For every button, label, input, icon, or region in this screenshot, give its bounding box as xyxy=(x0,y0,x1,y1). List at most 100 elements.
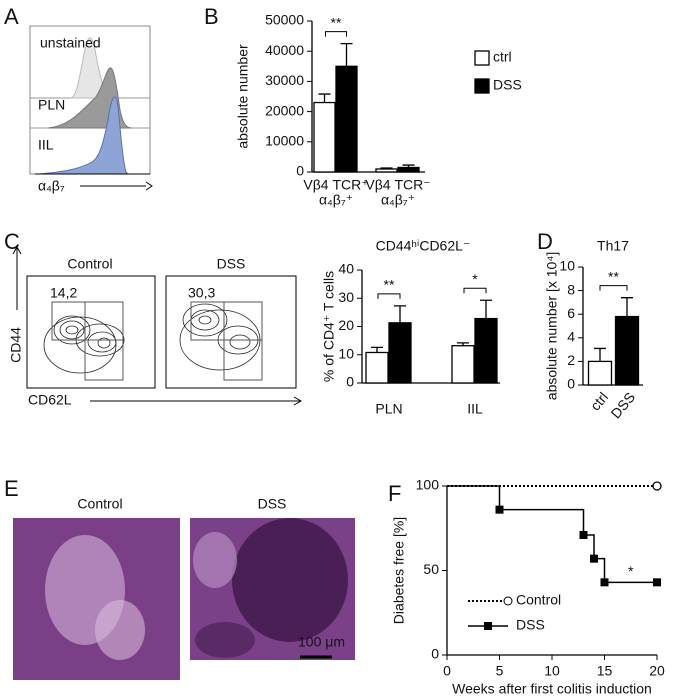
legend-swatch xyxy=(474,50,490,66)
significance: ** xyxy=(608,268,619,284)
marker xyxy=(495,505,504,514)
significance-bracket xyxy=(463,287,487,294)
y-tick-label: 50000 xyxy=(265,12,304,28)
significance: * xyxy=(472,271,478,287)
significance: ** xyxy=(331,14,342,30)
significance-bracket xyxy=(599,285,628,291)
legend-label: ctrl xyxy=(493,49,512,65)
axis-label: CD44 xyxy=(8,327,24,363)
error-bar xyxy=(340,43,353,67)
x-axis-label: Weeks after first colitis induction xyxy=(452,681,652,697)
error-bar xyxy=(380,167,393,169)
y-tick-label: 4 xyxy=(567,329,575,345)
y-tick-label: 0 xyxy=(567,376,575,392)
y-tick-label: 10000 xyxy=(265,133,304,149)
marker xyxy=(579,531,588,540)
panel-letter: B xyxy=(204,4,219,29)
y-axis-label: Diabetes free [%] xyxy=(391,517,407,624)
legend-label: DSS xyxy=(516,617,545,633)
x-tick-label: IIL xyxy=(467,401,483,417)
group-label: DSS xyxy=(217,256,246,272)
x-tick-label: 20 xyxy=(649,663,665,679)
y-tick-label: 10 xyxy=(559,258,575,274)
bar xyxy=(375,168,398,173)
histology: Control DSS 100 μm xyxy=(13,496,355,680)
x-tick-label: 5 xyxy=(496,663,504,679)
significance-bracket xyxy=(325,31,347,37)
x-tick-label: DSS xyxy=(607,389,638,421)
panel-letter: C xyxy=(4,229,20,254)
bar xyxy=(614,315,640,386)
y-tick-label: 40 xyxy=(338,261,354,277)
y-axis-label: % of CD4⁺ T cells xyxy=(321,271,337,382)
legend-marker xyxy=(484,622,492,630)
bar xyxy=(365,351,389,384)
x-tick-label: 15 xyxy=(597,663,613,679)
group-label: DSS xyxy=(258,496,287,512)
x-tick-label: α₄β₇⁺ xyxy=(319,192,353,208)
y-tick-label: 40000 xyxy=(265,42,304,58)
legend-marker xyxy=(503,596,513,606)
bar xyxy=(313,101,336,173)
bar xyxy=(474,317,498,384)
legend-label: DSS xyxy=(493,77,522,93)
flow-histogram: unstained PLN IIL α₄β₇ xyxy=(29,25,153,194)
marker xyxy=(653,578,661,587)
legend-swatch xyxy=(474,78,490,94)
chart-title: Th17 xyxy=(597,238,629,254)
significance-bracket xyxy=(377,293,401,299)
error-bar xyxy=(594,347,606,362)
x-tick-label: PLN xyxy=(375,401,402,417)
y-tick-label: 100 xyxy=(416,477,440,493)
y-tick-label: 30 xyxy=(338,289,354,305)
y-tick-label: 30000 xyxy=(265,72,304,88)
bar xyxy=(397,166,420,173)
legend-label: Control xyxy=(516,592,561,608)
bar xyxy=(335,65,358,173)
x-tick-label: Vβ4 TCR⁻ xyxy=(365,177,430,193)
error-bar xyxy=(371,346,383,353)
x-tick-label: Vβ4 TCR⁺ xyxy=(303,177,368,193)
significance: ** xyxy=(384,277,395,293)
hist-label: unstained xyxy=(40,35,101,51)
bar xyxy=(587,360,613,386)
panel-letter: F xyxy=(388,481,401,506)
flow-contour: Control DSS 14,2 30,3 CD44 CD62L xyxy=(8,245,303,408)
y-tick-label: 0 xyxy=(346,374,354,390)
chart-title: CD44ʰⁱCD62L⁻ xyxy=(376,238,471,254)
group-label: Control xyxy=(77,496,122,512)
y-tick-label: 10 xyxy=(338,345,354,361)
x-tick-label: 0 xyxy=(443,663,451,679)
hist-label: PLN xyxy=(38,97,65,113)
y-tick-label: 50 xyxy=(423,561,439,577)
y-tick-label: 2 xyxy=(567,352,575,368)
marker xyxy=(652,481,662,491)
panel-letter: E xyxy=(4,476,19,501)
panel-letter: D xyxy=(537,229,553,254)
error-bar xyxy=(480,299,492,319)
bar xyxy=(388,322,412,384)
group-label: Control xyxy=(67,256,112,272)
gate-value: 14,2 xyxy=(50,285,77,301)
marker xyxy=(600,578,609,587)
error-bar xyxy=(402,164,415,168)
error-bar xyxy=(394,305,406,323)
x-tick-label: α₄β₇⁺ xyxy=(381,192,415,208)
marker xyxy=(590,554,598,563)
hist-label: IIL xyxy=(38,137,54,153)
bar xyxy=(451,345,475,384)
y-axis-label: absolute number [x 10⁴] xyxy=(544,252,560,400)
y-axis-label: absolute number xyxy=(235,44,251,149)
line xyxy=(447,485,657,584)
panel-letter: A xyxy=(4,4,19,29)
error-bar xyxy=(621,297,633,317)
significance: * xyxy=(628,563,634,579)
y-tick-label: 20 xyxy=(338,317,354,333)
axis-label: CD62L xyxy=(28,392,72,408)
error-bar xyxy=(457,342,469,346)
y-tick-label: 20000 xyxy=(265,102,304,118)
gate-value: 30,3 xyxy=(188,285,215,301)
scale-bar-label: 100 μm xyxy=(298,634,345,650)
y-tick-label: 8 xyxy=(567,281,575,297)
